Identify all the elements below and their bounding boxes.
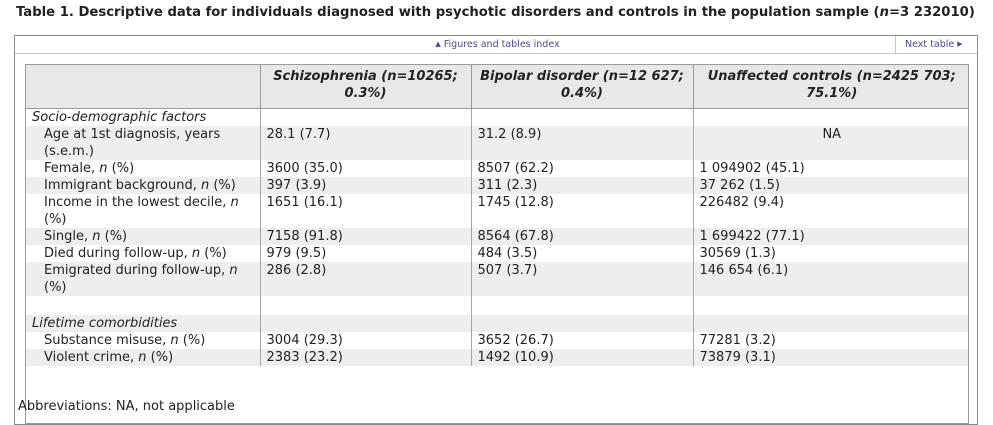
value-cell: 30569 (1.3) — [692, 245, 968, 262]
row-label: Single, n (%) — [26, 228, 260, 245]
empty-cell — [470, 108, 693, 126]
table-header-row: Schizophrenia (n=10265; 0.3%) Bipolar di… — [26, 65, 968, 109]
figures-tables-index-link[interactable]: ▲ Figures and tables index — [15, 39, 977, 50]
value-cell: 1 699422 (77.1) — [692, 228, 968, 245]
value-cell: 3652 (26.7) — [470, 332, 693, 349]
data-table-container: Schizophrenia (n=10265; 0.3%) Bipolar di… — [25, 64, 969, 424]
table-frame: ▲ Figures and tables index Next table ▶ Sc… — [14, 35, 978, 425]
value-cell: 146 654 (6.1) — [692, 262, 968, 296]
table-row: Age at 1st diagnosis, years (s.e.m.) 28.1… — [26, 126, 968, 160]
value-cell: 3004 (29.3) — [259, 332, 471, 349]
table-row: Violent crime, n (%) 2383 (23.2) 1492 (10.… — [26, 349, 968, 366]
section-header-row: Socio-demographic factors — [26, 108, 968, 126]
row-label: Violent crime, n (%) — [26, 349, 260, 366]
table-navbar: ▲ Figures and tables index Next table ▶ — [15, 36, 977, 54]
value-cell: NA — [692, 126, 968, 160]
row-label: Income in the lowest decile, n (%) — [44, 195, 239, 227]
value-cell: 1745 (12.8) — [470, 194, 693, 228]
value-cell: 28.1 (7.7) — [259, 126, 471, 160]
empty-cell — [259, 108, 471, 126]
triangle-right-icon: ▶ — [957, 40, 963, 48]
figures-tables-index-label: Figures and tables index — [443, 39, 560, 50]
row-label: Emigrated during follow-up, n (%) — [26, 262, 260, 296]
table-row: Died during follow-up, n (%) 979 (9.5) 484… — [26, 245, 968, 262]
value-cell: 1492 (10.9) — [470, 349, 693, 366]
table-caption: Table 1. Descriptive data for individual… — [16, 5, 975, 20]
next-table-label: Next table — [905, 39, 955, 50]
next-table-link[interactable]: Next table ▶ — [895, 36, 977, 53]
row-label: Died during follow-up, n (%) — [44, 246, 227, 261]
empty-cell — [259, 296, 471, 315]
value-cell: 8507 (62.2) — [470, 160, 693, 177]
value-cell: 2383 (23.2) — [259, 349, 471, 366]
table-row: Immigrant background, n (%) 397 (3.9) 311 … — [26, 177, 968, 194]
table-row: Emigrated during follow-up, n (%) 286 (2.… — [26, 262, 968, 296]
table-row: Substance misuse, n (%) 3004 (29.3) 3652 (… — [26, 332, 968, 349]
row-label: Immigrant background, n (%) — [26, 177, 260, 194]
value-cell: 8564 (67.8) — [470, 228, 693, 245]
value-cell: 397 (3.9) — [259, 177, 471, 194]
table-row: Female, n (%) 3600 (35.0) 8507 (62.2) 1 094… — [26, 160, 968, 177]
header-cell-blank — [26, 65, 260, 109]
descriptive-data-table: Schizophrenia (n=10265; 0.3%) Bipolar di… — [26, 65, 968, 366]
section-header-row: Lifetime comorbidities — [26, 315, 968, 332]
empty-cell — [692, 296, 968, 315]
value-cell: 507 (3.7) — [470, 262, 693, 296]
value-cell: 3600 (35.0) — [259, 160, 471, 177]
value-cell: 311 (2.3) — [470, 177, 693, 194]
section-title: Lifetime comorbidities — [26, 315, 260, 332]
value-cell: 1 094902 (45.1) — [692, 160, 968, 177]
empty-cell — [692, 315, 968, 332]
value-cell: 226482 (9.4) — [692, 194, 968, 228]
row-label: Age at 1st diagnosis, years (s.e.m.) — [26, 126, 260, 160]
value-cell: 1651 (16.1) — [259, 194, 471, 228]
value-cell: 31.2 (8.9) — [470, 126, 693, 160]
row-label: Female, n (%) — [44, 161, 135, 176]
value-cell: 7158 (91.8) — [259, 228, 471, 245]
table-row: Single, n (%) 7158 (91.8) 8564 (67.8) 1 699… — [26, 228, 968, 245]
table-row: Income in the lowest decile, n (%) 1651 (… — [26, 194, 968, 228]
triangle-up-icon: ▲ — [435, 40, 441, 48]
empty-cell — [692, 108, 968, 126]
value-cell: 73879 (3.1) — [692, 349, 968, 366]
header-cell-schizophrenia: Schizophrenia (n=10265; 0.3%) — [259, 65, 471, 109]
row-label: Substance misuse, n (%) — [44, 333, 206, 348]
value-cell: 484 (3.5) — [470, 245, 693, 262]
value-cell: 286 (2.8) — [259, 262, 471, 296]
header-cell-bipolar: Bipolar disorder (n=12 627; 0.4%) — [470, 65, 693, 109]
empty-cell — [470, 296, 693, 315]
table-body: Socio-demographic factors Age at 1st diag… — [26, 108, 968, 366]
empty-cell — [26, 296, 260, 315]
value-cell: 979 (9.5) — [259, 245, 471, 262]
header-cell-controls: Unaffected controls (n=2425 703; 75.1%) — [692, 65, 968, 109]
spacer-row — [26, 296, 968, 315]
value-cell: 37 262 (1.5) — [692, 177, 968, 194]
section-title: Socio-demographic factors — [32, 110, 207, 125]
value-cell: 77281 (3.2) — [692, 332, 968, 349]
empty-cell — [259, 315, 471, 332]
empty-cell — [470, 315, 693, 332]
footnote-partial: Abbreviations: NA, not applicable — [18, 399, 235, 414]
